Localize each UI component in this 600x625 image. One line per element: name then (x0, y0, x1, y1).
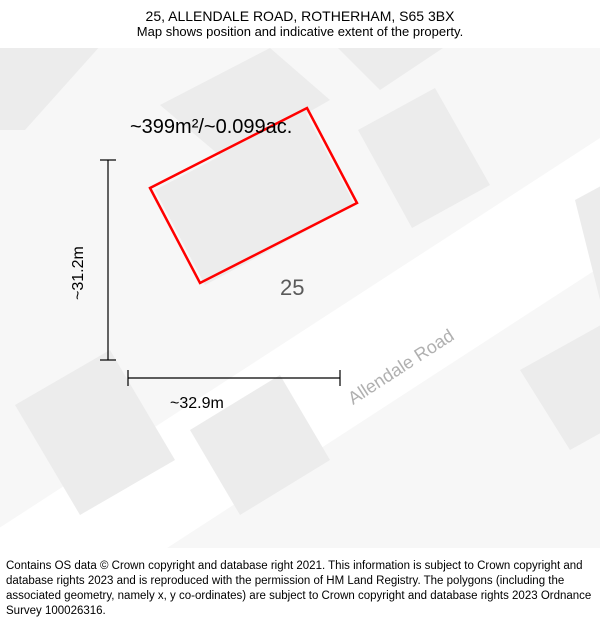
house-number-label: 25 (280, 275, 304, 301)
property-map (0, 0, 600, 625)
height-dim-label: ~31.2m (70, 246, 88, 300)
width-dim-label: ~32.9m (170, 395, 224, 413)
header: 25, ALLENDALE ROAD, ROTHERHAM, S65 3BX M… (0, 0, 600, 39)
footer-copyright: Contains OS data © Crown copyright and d… (6, 559, 594, 619)
page-title: 25, ALLENDALE ROAD, ROTHERHAM, S65 3BX (0, 8, 600, 24)
area-label: ~399m²/~0.099ac. (130, 116, 292, 139)
page-subtitle: Map shows position and indicative extent… (0, 24, 600, 39)
